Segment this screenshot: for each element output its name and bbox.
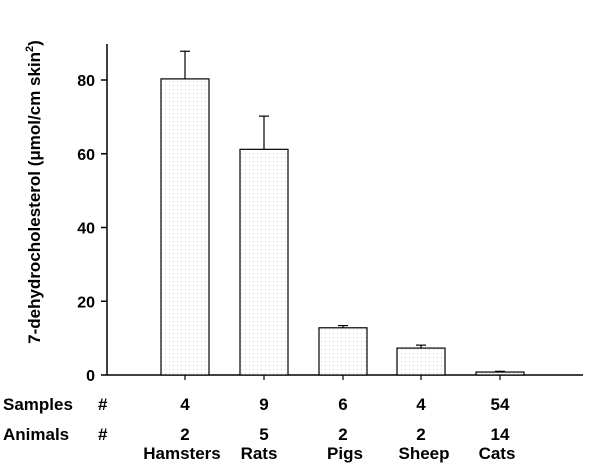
animals-value: 2 [416,425,425,444]
animals-value: 2 [338,425,347,444]
bar-hamsters [160,78,210,376]
y-axis-label-unit: μmol/cm skin [25,52,44,161]
category-label: Sheep [398,444,449,463]
bar-pigs [318,327,368,376]
bar-sheep [396,347,446,376]
category-label: Pigs [327,444,363,463]
y-axis-label: 7-dehydrocholesterol (μmol/cm skin2) [24,40,44,344]
y-tick-label: 60 [77,147,95,164]
y-axis-label-close: ) [25,40,44,46]
samples-value: 4 [416,395,426,414]
animals-value: 5 [259,425,268,444]
animals-value: 2 [180,425,189,444]
bar-cats [475,371,525,376]
y-ticks: 0 20 40 60 80 [77,73,107,385]
y-tick-label: 0 [86,368,95,385]
samples-value: 4 [180,395,190,414]
samples-value: 6 [338,395,347,414]
animals-label: Animals [3,425,69,444]
x-ticks [184,375,501,380]
samples-value: 54 [491,395,510,414]
y-tick-label: 80 [77,73,95,90]
error-bars [180,50,505,373]
bars [160,78,525,376]
samples-label: Samples [3,395,73,414]
category-label: Rats [241,444,278,463]
y-tick-label: 20 [77,294,95,311]
animals-value: 14 [491,425,510,444]
category-label: Hamsters [143,444,221,463]
samples-value: 9 [259,395,268,414]
y-axis-label-main: 7-dehydrocholesterol ( [25,160,44,344]
y-axis-label-sup: 2 [24,46,36,52]
row-values: 4 9 6 4 54 2 5 2 2 14 Hamsters Rats Pigs Sheep Cats [143,395,515,463]
y-tick-label: 40 [77,221,95,238]
bar-rats [239,148,289,376]
category-label: Cats [479,444,516,463]
samples-hash: # [98,395,108,414]
animals-hash: # [98,425,108,444]
